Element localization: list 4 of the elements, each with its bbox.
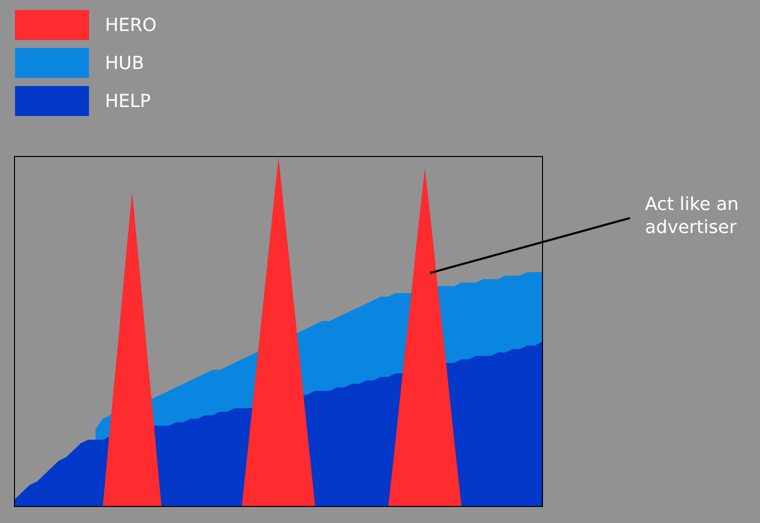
legend-label: HUB xyxy=(105,52,144,74)
legend-label: HELP xyxy=(105,90,151,112)
text: Act like an advertiser xyxy=(645,193,740,239)
legend-label: HERO xyxy=(105,14,157,36)
